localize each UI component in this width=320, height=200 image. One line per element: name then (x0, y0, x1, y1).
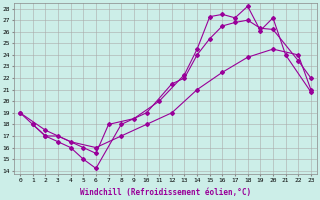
X-axis label: Windchill (Refroidissement éolien,°C): Windchill (Refroidissement éolien,°C) (80, 188, 251, 197)
